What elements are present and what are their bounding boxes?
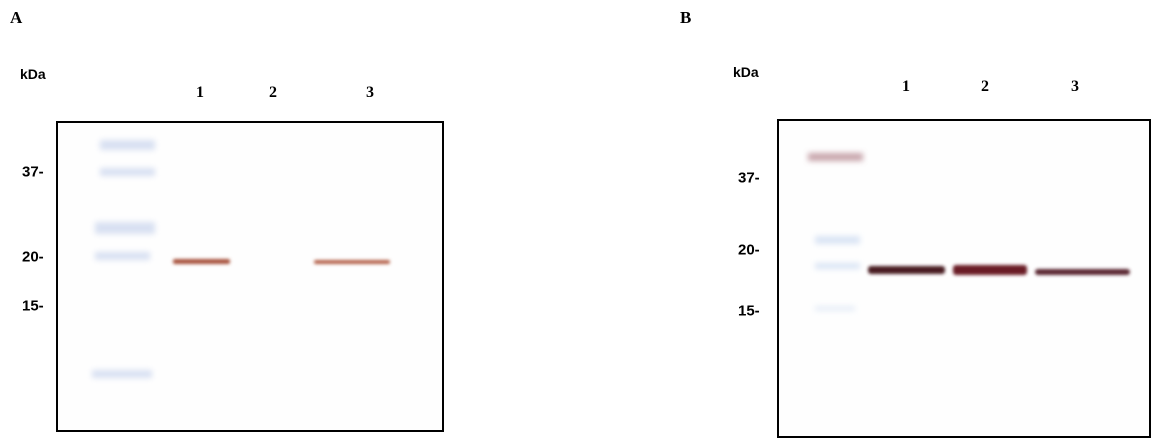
lane-label: 3 xyxy=(1071,78,1079,96)
figure: A kDa 1 2 3 37- 20- 15- B kDa 1 2 3 37- … xyxy=(0,0,1167,439)
membrane-b xyxy=(778,120,1150,437)
panel-label: B xyxy=(680,8,691,28)
lane-label: 1 xyxy=(196,84,204,102)
unit-label: kDa xyxy=(733,64,759,80)
panel-label: A xyxy=(10,8,22,28)
unit-label: kDa xyxy=(20,66,46,82)
marker-label: 20- xyxy=(738,242,760,259)
marker-label: 37- xyxy=(22,164,44,181)
marker-label: 20- xyxy=(22,249,44,266)
marker-label: 37- xyxy=(738,170,760,187)
marker-label: 15- xyxy=(738,303,760,320)
lane-label: 3 xyxy=(366,84,374,102)
lane-label: 2 xyxy=(981,78,989,96)
lane-label: 1 xyxy=(902,78,910,96)
blots xyxy=(0,0,1167,439)
lane-label: 2 xyxy=(269,84,277,102)
marker-label: 15- xyxy=(22,298,44,315)
